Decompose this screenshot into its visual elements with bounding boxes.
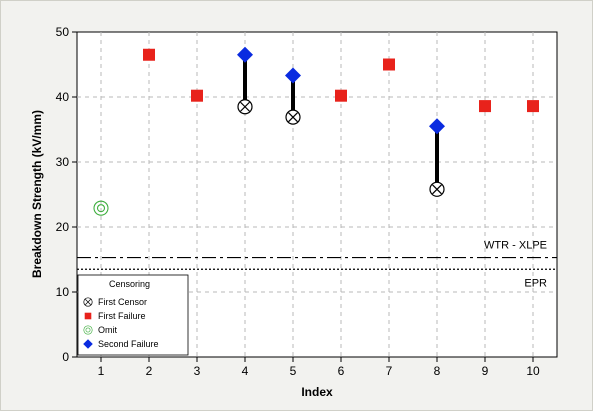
- legend-title: Censoring: [109, 279, 150, 289]
- legend-marker: [84, 312, 92, 320]
- legend: Censoring First Censor First Failure Omit S…: [77, 274, 189, 356]
- y-axis-title: Breakdown Strength (kV/mm): [30, 110, 44, 278]
- x-tick-label: 4: [242, 364, 249, 378]
- legend-entry-label: First Censor: [98, 297, 147, 307]
- x-tick-label: 10: [526, 364, 540, 378]
- y-tick-label: 30: [56, 155, 70, 169]
- legend-marker: [83, 325, 93, 335]
- marker-cross: [288, 112, 298, 123]
- data-marks: [93, 46, 539, 216]
- x-tick-label: 3: [194, 364, 201, 378]
- y-tick-label: 0: [62, 350, 69, 364]
- data-point: [335, 89, 347, 102]
- data-point: [479, 100, 491, 113]
- data-point: [285, 109, 301, 125]
- reference-line-label: WTR - XLPE: [484, 240, 547, 252]
- x-axis-title: Index: [301, 385, 333, 399]
- legend-marker: [83, 339, 93, 349]
- data-point: [237, 99, 253, 115]
- legend-entry-label: Omit: [98, 325, 117, 335]
- data-point: [143, 48, 155, 61]
- x-tick-label: 7: [386, 364, 393, 378]
- data-point: [191, 89, 203, 102]
- reference-line-label: EPR: [524, 277, 547, 289]
- x-tick-label: 5: [290, 364, 297, 378]
- data-point: [237, 46, 253, 63]
- data-point: [527, 100, 539, 113]
- marker-inner-ring: [96, 204, 106, 213]
- y-tick-label: 50: [56, 25, 70, 39]
- legend-marker: [83, 297, 93, 307]
- marker-inner-ring: [85, 327, 91, 333]
- marker-cross: [85, 299, 91, 305]
- data-point: [429, 118, 445, 135]
- legend-entry-label: First Failure: [98, 311, 146, 321]
- y-tick-label: 40: [56, 90, 70, 104]
- legend-marker-shape: [83, 297, 93, 307]
- marker-outer-ring: [93, 200, 109, 216]
- marker-cross: [240, 101, 250, 112]
- data-point: [93, 200, 109, 216]
- data-point: [429, 181, 445, 197]
- grid: [77, 32, 557, 357]
- marker-cross: [432, 184, 442, 195]
- x-tick-label: 6: [338, 364, 345, 378]
- legend-marker-shape: [83, 339, 93, 349]
- legend-marker-shape: [83, 325, 93, 335]
- y-tick-label: 20: [56, 220, 70, 234]
- ticks: 1 2 3 4 5 6 7 8 9 10 0 10 20 30 40 50: [56, 25, 540, 378]
- marker-outer-ring: [83, 325, 93, 335]
- legend-box: [77, 274, 189, 356]
- data-point: [285, 67, 301, 84]
- x-tick-label: 9: [482, 364, 489, 378]
- data-point: [383, 58, 395, 71]
- x-tick-label: 8: [434, 364, 441, 378]
- reference-lines: WTR - XLPE EPR: [77, 240, 557, 289]
- legend-entry-label: Second Failure: [98, 339, 159, 349]
- x-tick-label: 2: [146, 364, 153, 378]
- legend-marker-shape: [84, 312, 92, 320]
- y-tick-label: 10: [56, 285, 70, 299]
- x-tick-label: 1: [98, 364, 105, 378]
